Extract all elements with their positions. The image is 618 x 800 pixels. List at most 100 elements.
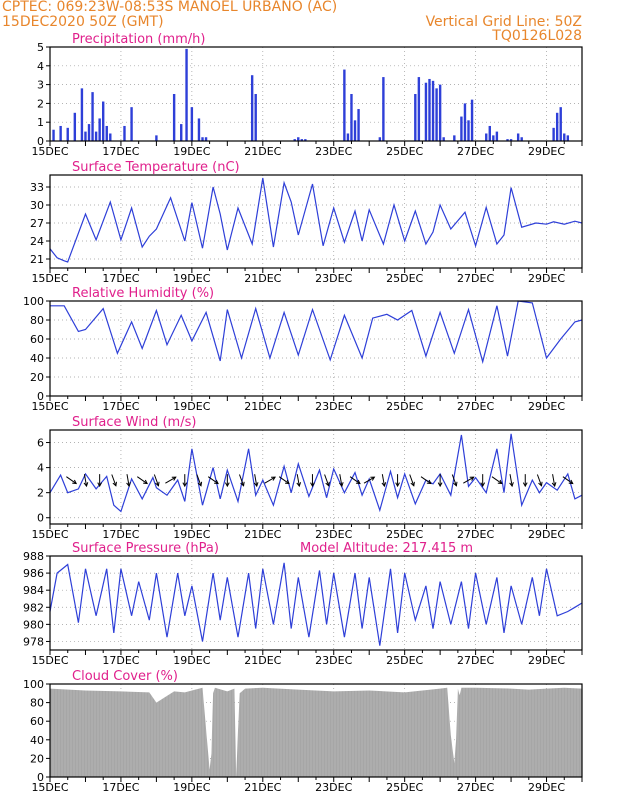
precip-bar — [297, 137, 300, 141]
wind-arrow-head — [284, 479, 290, 485]
precip-bar — [73, 112, 77, 141]
wind-arrow-head — [310, 482, 315, 488]
wind-arrow-head — [253, 482, 259, 488]
x-tick-label: 17DEC — [102, 654, 139, 667]
y-tick-label: 21 — [30, 253, 44, 266]
precip-bar — [94, 131, 98, 141]
precip-bar — [559, 107, 562, 141]
panel-frame — [49, 300, 583, 397]
precip-bar — [109, 133, 112, 141]
y-tick-label: 80 — [30, 697, 44, 710]
precip-bar — [155, 135, 158, 141]
precip-bar — [304, 139, 307, 141]
x-tick-label: 17DEC — [102, 272, 139, 285]
wind-arrow-head — [83, 482, 89, 488]
x-tick-label: 21DEC — [244, 272, 281, 285]
panel-frame — [49, 174, 583, 269]
precip-bar — [172, 94, 176, 141]
x-tick-label: 25DEC — [386, 654, 423, 667]
wind-arrow-head — [214, 479, 219, 485]
wind-arrow-head — [568, 479, 574, 485]
wind-arrow — [207, 476, 219, 484]
precip-bar — [424, 82, 428, 141]
wind-arrow — [491, 476, 503, 484]
x-tick-label: 25DEC — [386, 272, 423, 285]
panel-title: Precipitation (mm/h) — [72, 32, 205, 47]
wind-arrow-head — [197, 481, 203, 487]
wind-arrow-head — [171, 476, 177, 481]
x-tick-label: 17DEC — [102, 145, 139, 158]
panel-annotation: Model Altitude: 217.415 m — [300, 541, 473, 556]
wind-arrow — [264, 476, 276, 484]
y-tick-label: 3 — [37, 79, 44, 92]
panel-5 — [46, 683, 583, 782]
wind-arrow-head — [370, 476, 376, 481]
precip-bar — [197, 118, 201, 141]
precip-bar — [488, 125, 491, 141]
wind-arrow-head — [97, 482, 103, 488]
panel-1 — [46, 174, 583, 273]
wind-arrow-head — [271, 476, 276, 481]
wind-arrow — [126, 474, 130, 487]
precip-bar — [463, 103, 467, 141]
wind-arrow — [381, 474, 385, 487]
wind-arrow — [66, 476, 77, 484]
precip-bar — [442, 137, 445, 141]
y-tick-label: 4 — [37, 60, 44, 73]
x-tick-label: 19DEC — [173, 400, 210, 413]
wind-arrow — [278, 476, 290, 484]
wind-arrow-head — [381, 482, 387, 488]
x-tick-label: 15DEC — [31, 781, 68, 794]
header-datetime: 15DEC2020 50Z (GMT) — [2, 14, 164, 30]
wind-arrow-head — [509, 482, 514, 488]
wind-arrow-head — [497, 479, 503, 485]
panel-4 — [46, 555, 583, 655]
y-tick-label: 100 — [23, 295, 44, 308]
y-tick-label: 30 — [30, 199, 44, 212]
x-tick-label: 23DEC — [315, 654, 352, 667]
wind-arrow-head — [355, 479, 361, 485]
header-station: CPTEC: 069:23W-08:53S MANOEL URBANO (AC) — [2, 0, 338, 15]
x-tick-label: 29DEC — [528, 272, 565, 285]
x-tick-label: 23DEC — [315, 528, 352, 541]
y-tick-label: 988 — [23, 550, 44, 563]
precip-bar — [59, 125, 62, 141]
y-tick-label: 100 — [23, 678, 44, 691]
y-tick-label: 0 — [37, 771, 44, 784]
precip-bar — [435, 88, 438, 141]
x-tick-label: 27DEC — [457, 400, 494, 413]
x-tick-label: 29DEC — [528, 654, 565, 667]
header-product-code: TQ0126L028 — [492, 28, 582, 44]
wind-arrow — [238, 474, 245, 486]
x-tick-label: 27DEC — [457, 528, 494, 541]
x-tick-label: 21DEC — [244, 145, 281, 158]
wind-arrow-head — [522, 482, 528, 488]
precip-bar — [555, 112, 559, 141]
wind-arrow-head — [551, 482, 557, 488]
x-tick-label: 27DEC — [457, 145, 494, 158]
panel-3 — [46, 429, 583, 529]
y-tick-label: 20 — [30, 752, 44, 765]
x-tick-label: 21DEC — [244, 654, 281, 667]
panel-title: Surface Temperature (nC) — [72, 160, 240, 175]
y-tick-label: 27 — [30, 217, 44, 230]
y-tick-label: 986 — [23, 567, 44, 580]
wind-arrow — [324, 474, 330, 486]
x-tick-label: 25DEC — [386, 781, 423, 794]
precip-bar — [453, 135, 456, 141]
wind-arrow — [349, 476, 361, 484]
wind-arrow-head — [338, 482, 344, 488]
wind-arrow — [409, 474, 415, 486]
wind-arrow — [363, 476, 375, 484]
x-tick-label: 27DEC — [457, 781, 494, 794]
series-line — [49, 562, 583, 646]
panel-frame — [49, 429, 583, 525]
precip-bar — [428, 78, 431, 141]
x-tick-label: 27DEC — [457, 654, 494, 667]
precip-bar — [185, 48, 188, 141]
x-tick-label: 19DEC — [173, 272, 210, 285]
precip-bar — [87, 124, 91, 141]
x-tick-label: 15DEC — [31, 654, 68, 667]
precip-bar — [467, 120, 470, 141]
wind-arrow-head — [538, 481, 543, 487]
